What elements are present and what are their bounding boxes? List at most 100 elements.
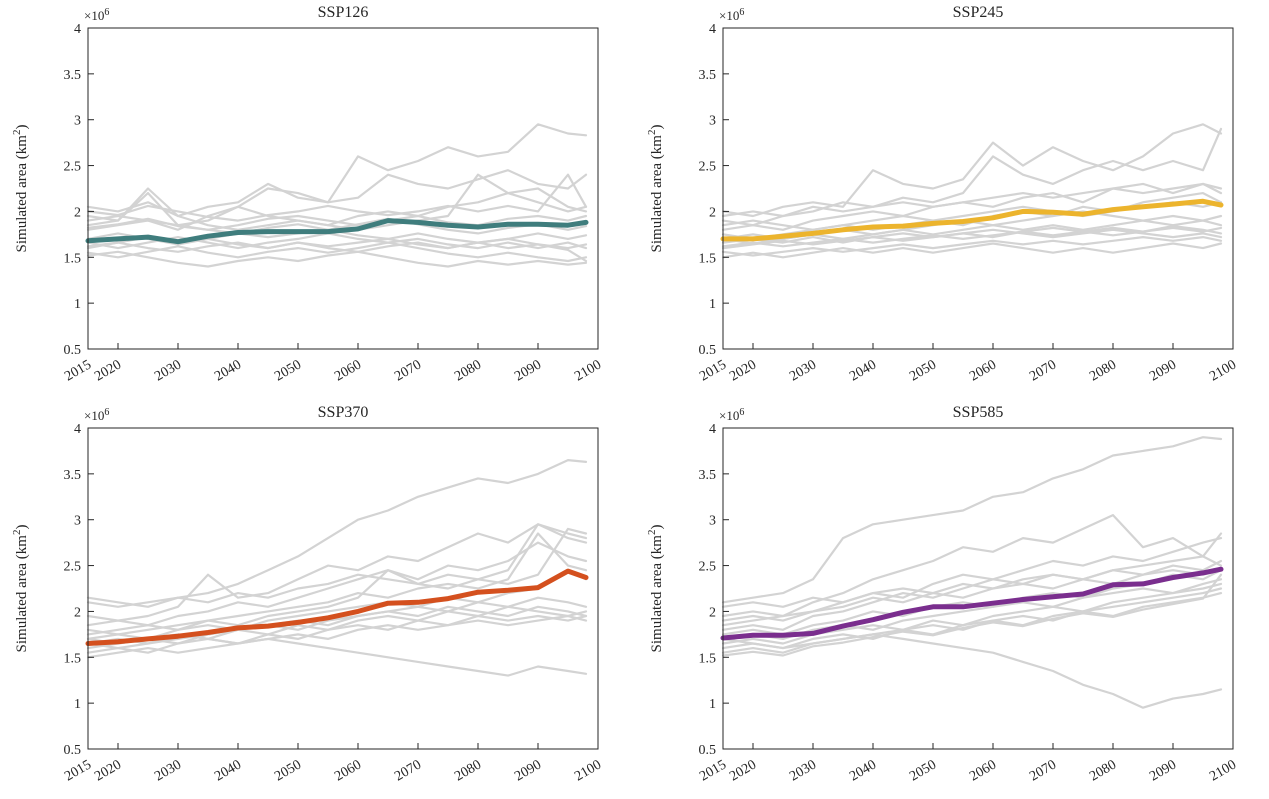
x-tick-label: 2100 [572,357,604,384]
y-tick-label: 4 [709,422,716,437]
ensemble-line [86,173,588,231]
panel-ssp126: 2015 2020 2030 2040 2050 2060 2070 2080 2090 2100… [0,0,634,399]
y-tick-label: 0.5 [64,743,82,758]
y-tick-label: 1 [709,697,716,712]
ensemble-line [86,187,588,231]
ensemble-line [721,573,1222,657]
x-tick-label: 2060 [332,757,364,784]
plot-box [87,27,599,350]
y-tick-label: 3.5 [64,68,82,83]
x-tick-label: 2060 [967,757,999,784]
x-tick-label: 2050 [907,757,939,784]
ensemble-line [86,169,588,227]
ensemble-line [86,614,588,654]
x-tick-label: 2090 [512,757,544,784]
x-tick-label: 2020 [727,357,759,384]
y-tick-label: 4 [74,422,81,437]
y-tick-label: 1.5 [64,651,82,666]
y-tick-label: 2 [74,605,81,620]
x-tick-label: 2070 [392,357,424,384]
x-tick-label: 2020 [727,757,759,784]
y-scale-note: ×106 [719,7,744,23]
x-tick-label: 2040 [847,757,879,784]
panel-title: SSP126 [318,4,369,21]
x-tick-label: 2050 [272,757,304,784]
y-tick-label: 3 [709,114,716,129]
x-tick-label: 2100 [1207,757,1239,784]
x-tick-label: 2030 [787,357,819,384]
y-tick-label: 4 [709,22,716,37]
ensemble-line [86,173,588,222]
ensemble-line [721,513,1222,617]
y-tick-label: 2 [709,205,716,220]
mean-line [85,218,589,245]
y-scale-note: ×106 [84,407,109,423]
ensemble-line [86,522,588,608]
ensemble-line [86,605,588,649]
x-tick-label: 2070 [1027,757,1059,784]
x-tick-label: 2080 [1087,757,1119,784]
x-tick-label: 2030 [152,357,184,384]
ensemble-line [721,228,1222,250]
plot-box [87,427,599,749]
x-tick-label: 2015 [697,757,729,784]
y-tick-label: 2.5 [698,160,716,175]
mean-line [720,198,1223,242]
x-tick-label: 2090 [1147,757,1179,784]
y-tick-label: 2.5 [64,160,82,175]
x-tick-label: 2030 [152,757,184,784]
y-tick-label: 3 [709,513,716,528]
y-tick-label: 2 [74,205,81,220]
x-tick-label: 2040 [212,357,244,384]
ensemble-line [721,632,1222,709]
y-tick-label: 2.5 [64,559,82,574]
x-tick-label: 2060 [332,357,364,384]
y-axis-label: Simulated area (km2) [11,524,30,652]
y-tick-label: 0.5 [64,343,82,358]
panel-title: SSP370 [318,404,369,421]
y-scale-note: ×106 [719,407,744,423]
y-tick-label: 0.5 [698,343,716,358]
ensemble-line [86,527,588,635]
ensemble-line [721,127,1222,227]
ensemble-line [86,541,588,626]
x-tick-label: 2070 [1027,357,1059,384]
x-tick-label: 2040 [212,757,244,784]
y-scale-note: ×106 [84,7,109,23]
y-tick-label: 3 [74,114,81,129]
x-tick-label: 2015 [62,357,94,384]
ensemble-line [721,554,1222,608]
y-tick-label: 1 [74,297,81,312]
x-tick-label: 2100 [572,757,604,784]
y-tick-label: 2.5 [698,559,716,574]
ensemble-line [721,225,1222,244]
x-tick-label: 2040 [847,357,879,384]
ensemble-line [86,522,588,622]
x-tick-label: 2050 [907,357,939,384]
y-tick-label: 1.5 [698,651,716,666]
x-tick-label: 2100 [1207,357,1239,384]
y-tick-label: 1.5 [64,251,82,266]
ensemble-line [86,232,588,250]
ensemble-line [721,182,1222,231]
x-tick-label: 2060 [967,357,999,384]
y-axis-label: Simulated area (km2) [646,524,665,652]
plot-box [722,427,1233,749]
mean-line [720,566,1223,640]
x-tick-label: 2080 [452,357,484,384]
ensemble-line [721,242,1222,259]
y-tick-label: 1 [709,297,716,312]
x-tick-label: 2080 [1087,357,1119,384]
y-tick-label: 3.5 [698,467,716,482]
ensemble-line [721,236,1222,257]
ensemble-line [86,614,588,658]
ensemble-line [721,568,1222,622]
panel-title: SSP585 [952,404,1003,421]
x-tick-label: 2090 [512,357,544,384]
y-tick-label: 1 [74,697,81,712]
y-tick-label: 0.5 [698,743,716,758]
